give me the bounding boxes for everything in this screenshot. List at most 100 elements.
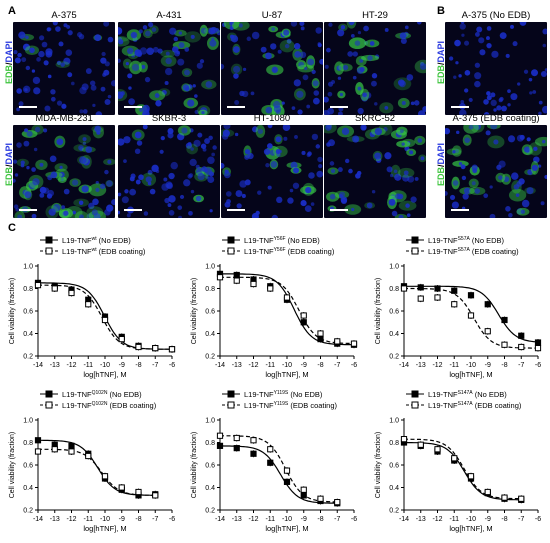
dapi-nucleus xyxy=(233,73,239,79)
series-curve xyxy=(404,287,538,349)
dapi-nucleus xyxy=(151,164,159,173)
dapi-nucleus xyxy=(459,109,467,115)
dapi-nucleus xyxy=(460,164,466,170)
dapi-nucleus xyxy=(516,181,523,187)
dapi-nucleus xyxy=(236,203,242,209)
y-axis-label: Cell viability (fraction) xyxy=(9,278,16,345)
x-tick-label: -8 xyxy=(501,516,507,523)
dapi-nucleus xyxy=(168,195,176,203)
dapi-nucleus xyxy=(39,186,47,194)
data-point xyxy=(283,478,291,485)
dapi-nucleus xyxy=(304,66,308,71)
micrograph-image xyxy=(221,22,323,115)
dapi-nucleus xyxy=(283,29,290,36)
dapi-nucleus xyxy=(507,135,516,143)
dapi-nucleus xyxy=(483,111,490,115)
data-point xyxy=(250,280,257,288)
data-point xyxy=(467,473,475,480)
data-point xyxy=(350,340,358,347)
dapi-nucleus xyxy=(229,25,234,31)
dapi-nucleus xyxy=(160,135,165,141)
dapi-nucleus xyxy=(131,63,140,72)
data-point xyxy=(34,448,42,455)
dapi-nucleus xyxy=(298,61,305,68)
dapi-nucleus xyxy=(294,50,302,58)
dapi-nucleus xyxy=(134,49,142,57)
data-point xyxy=(501,341,508,348)
dapi-nucleus xyxy=(293,79,301,87)
x-tick-label: -13 xyxy=(416,516,426,523)
dapi-nucleus xyxy=(328,22,333,27)
data-point xyxy=(484,301,491,308)
data-point xyxy=(250,450,257,457)
x-tick-label: -13 xyxy=(416,362,426,369)
dapi-nucleus xyxy=(145,176,152,183)
dapi-nucleus xyxy=(374,152,382,160)
dapi-nucleus xyxy=(463,187,471,195)
dapi-nucleus xyxy=(271,66,278,73)
dapi-nucleus xyxy=(56,60,62,65)
dapi-nucleus xyxy=(498,98,503,103)
dapi-nucleus xyxy=(39,35,45,41)
data-point xyxy=(518,332,525,339)
dapi-nucleus xyxy=(474,80,481,88)
dapi-nucleus xyxy=(138,29,143,34)
dapi-nucleus xyxy=(337,76,342,80)
legend-marker xyxy=(227,401,235,409)
data-point xyxy=(216,274,224,281)
x-tick-label: -13 xyxy=(232,362,242,369)
dapi-nucleus xyxy=(24,191,32,199)
dapi-nucleus xyxy=(384,105,389,110)
dapi-nucleus xyxy=(315,144,321,149)
dapi-nucleus xyxy=(179,194,185,200)
micrograph-cells xyxy=(118,125,217,218)
dapi-nucleus xyxy=(523,69,529,74)
dapi-nucleus xyxy=(102,72,107,77)
dapi-nucleus xyxy=(296,90,304,98)
dapi-nucleus xyxy=(118,138,125,146)
dapi-nucleus xyxy=(14,57,21,64)
scale-bar xyxy=(227,209,245,211)
dapi-nucleus xyxy=(58,41,64,47)
dapi-nucleus xyxy=(357,107,364,115)
data-point xyxy=(85,301,92,308)
dapi-nucleus xyxy=(454,148,459,154)
dapi-nucleus xyxy=(489,213,496,218)
dapi-nucleus xyxy=(238,23,243,28)
dapi-nucleus xyxy=(16,88,22,94)
dapi-nucleus xyxy=(22,43,30,51)
dapi-nucleus xyxy=(490,125,498,130)
dapi-nucleus xyxy=(195,195,202,202)
x-tick-label: -6 xyxy=(169,516,175,523)
y-axis-label: Cell viability (fraction) xyxy=(191,432,198,499)
y-tick-label: 0.2 xyxy=(23,508,33,515)
dapi-nucleus xyxy=(533,146,538,152)
dapi-nucleus xyxy=(464,40,470,46)
dapi-nucleus xyxy=(505,206,511,212)
x-tick-label: -9 xyxy=(119,362,125,369)
dapi-nucleus xyxy=(327,107,335,115)
micrograph-image xyxy=(324,22,426,115)
dapi-nucleus xyxy=(538,111,542,115)
dapi-nucleus xyxy=(462,193,469,200)
dapi-nucleus xyxy=(316,170,323,178)
legend-marker xyxy=(227,247,235,255)
dapi-nucleus xyxy=(78,145,84,151)
x-tick-label: -12 xyxy=(432,516,442,523)
dapi-nucleus xyxy=(241,193,246,198)
dapi-nucleus xyxy=(542,43,547,48)
micrograph-title: SKBR-3 xyxy=(151,113,187,124)
dapi-nucleus xyxy=(134,148,141,155)
dapi-nucleus xyxy=(76,32,83,38)
data-point xyxy=(317,330,324,337)
dapi-nucleus xyxy=(196,62,203,69)
dapi-nucleus xyxy=(194,94,198,98)
dapi-nucleus xyxy=(211,37,215,41)
dapi-nucleus xyxy=(128,98,135,106)
dapi-nucleus xyxy=(81,83,89,91)
dapi-nucleus xyxy=(120,91,125,96)
dapi-nucleus xyxy=(486,91,491,96)
scale-bar xyxy=(19,209,37,211)
dapi-nucleus xyxy=(486,43,492,49)
dapi-nucleus xyxy=(371,73,378,79)
